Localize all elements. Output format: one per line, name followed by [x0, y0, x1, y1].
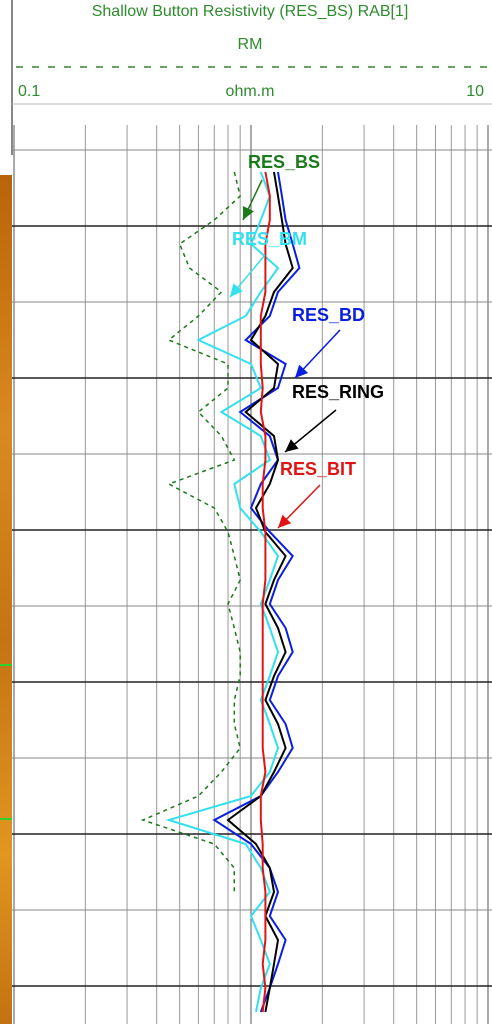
legend-arrowhead — [285, 439, 299, 452]
curve — [165, 171, 280, 1013]
image-strip — [0, 175, 12, 1024]
legend-arrowhead — [278, 514, 292, 528]
strip-marker — [0, 664, 12, 666]
legend-label: RES_BS — [248, 152, 320, 172]
curve — [226, 171, 294, 1013]
legend-arrowhead — [230, 283, 243, 297]
chart-subtitle: RM — [238, 36, 263, 53]
legend-arrowhead — [295, 364, 309, 378]
curve — [259, 171, 271, 1013]
legend-label: RES_BD — [292, 305, 365, 325]
curves — [140, 171, 301, 1013]
grid — [12, 125, 492, 1024]
x-axis-label: ohm.m — [226, 83, 275, 100]
x-tick-label: 0.1 — [18, 83, 40, 100]
x-tick-label: 10 — [466, 83, 484, 100]
legend-label: RES_BIT — [280, 459, 356, 479]
legend-label: RES_RING — [292, 382, 384, 402]
legend-label: RES_BM — [232, 229, 307, 249]
legend-arrowhead — [242, 206, 254, 220]
strip-marker — [0, 818, 12, 820]
curve — [140, 171, 242, 892]
annotations: RES_BS RES_BM RES_BD RES_RING RES_BIT — [229, 152, 384, 529]
chart-title: Shallow Button Resistivity (RES_BS) RAB[… — [92, 3, 409, 20]
